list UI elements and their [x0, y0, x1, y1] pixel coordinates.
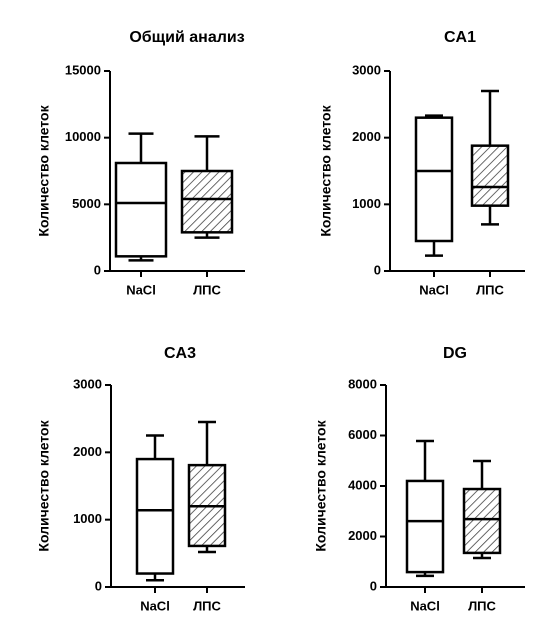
y-tick-label: 0 — [95, 578, 102, 593]
box — [135, 457, 175, 575]
y-tick-label: 1000 — [73, 511, 102, 526]
y-axis-label: Количество клеток — [36, 104, 52, 236]
x-tick-label: ЛПС — [193, 598, 221, 613]
box — [462, 487, 502, 555]
y-axis-label: Количество клеток — [36, 419, 52, 551]
y-tick-label: 0 — [374, 262, 381, 277]
x-tick-label: NaCl — [419, 282, 449, 297]
y-axis-label: Количество клеток — [313, 419, 329, 551]
y-tick-label: 3000 — [73, 376, 102, 391]
chart-title: CA3 — [164, 345, 196, 362]
y-tick-label: 0 — [94, 262, 101, 277]
x-tick-label: ЛПС — [476, 282, 504, 297]
y-tick-label: 5000 — [72, 196, 101, 211]
y-tick-label: 10000 — [65, 129, 101, 144]
box — [114, 161, 168, 258]
y-tick-label: 2000 — [352, 129, 381, 144]
y-tick-label: 2000 — [348, 528, 377, 543]
box — [180, 169, 234, 234]
y-tick-label: 15000 — [65, 62, 101, 77]
x-tick-label: ЛПС — [193, 282, 221, 297]
chart-title: CA1 — [444, 29, 476, 46]
y-tick-label: 8000 — [348, 376, 377, 391]
y-tick-label: 2000 — [73, 444, 102, 459]
y-tick-label: 3000 — [352, 62, 381, 77]
box — [405, 479, 445, 574]
x-tick-label: NaCl — [410, 598, 440, 613]
box — [414, 116, 454, 243]
y-axis-label: Количество клеток — [318, 104, 334, 236]
y-tick-label: 4000 — [348, 477, 377, 492]
chart-title: DG — [443, 345, 467, 362]
chart-title: Общий анализ — [129, 29, 244, 46]
x-tick-label: ЛПС — [468, 598, 496, 613]
x-tick-label: NaCl — [140, 598, 170, 613]
x-tick-label: NaCl — [126, 282, 156, 297]
y-tick-label: 0 — [370, 578, 377, 593]
box — [470, 144, 510, 207]
y-tick-label: 1000 — [352, 196, 381, 211]
y-tick-label: 6000 — [348, 427, 377, 442]
